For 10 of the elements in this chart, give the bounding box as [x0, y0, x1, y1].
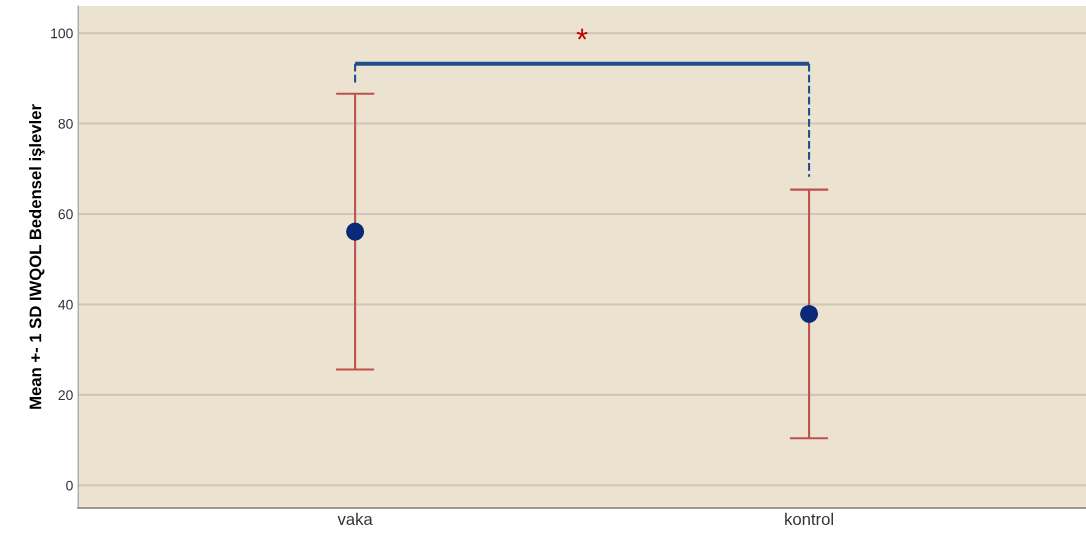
- y-tick-label: 0: [66, 480, 73, 491]
- y-tick-label: 100: [51, 28, 73, 39]
- y-axis-title: Mean +- 1 SD IWQOL Bedensel işlevler: [29, 104, 45, 409]
- x-tick-label: vaka: [337, 512, 373, 526]
- y-tick-label: 80: [58, 118, 73, 129]
- y-tick-label: 60: [58, 209, 73, 220]
- y-tick-label: 20: [58, 390, 73, 401]
- annotation: *: [576, 28, 588, 40]
- x-tick-label: kontrol: [785, 512, 833, 526]
- y-tick-label: 40: [58, 299, 73, 310]
